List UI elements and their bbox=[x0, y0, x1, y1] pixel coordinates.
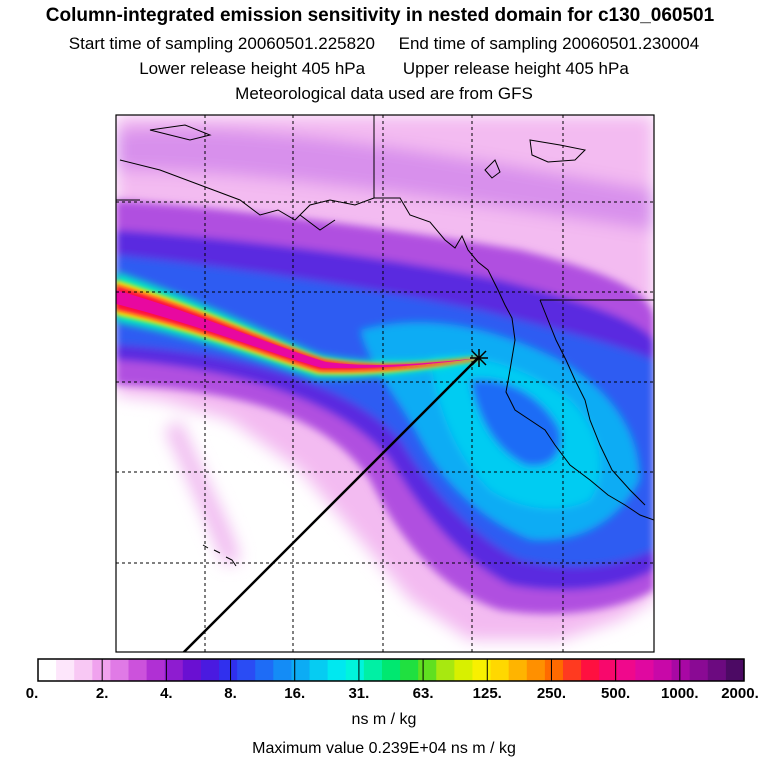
colorbar-segment bbox=[38, 659, 57, 681]
colorbar-segment bbox=[74, 659, 93, 681]
colorbar-tick-label: 0. bbox=[26, 685, 39, 702]
colorbar-segment bbox=[291, 659, 311, 681]
colorbar-segment bbox=[599, 659, 618, 681]
colorbar-segment bbox=[164, 659, 184, 681]
colorbar-segment bbox=[562, 659, 582, 681]
colorbar-segment bbox=[635, 659, 655, 681]
colorbar-segment bbox=[617, 659, 636, 681]
colorbar-segment bbox=[381, 659, 401, 681]
colorbar-segment bbox=[418, 659, 437, 681]
colorbar-segment bbox=[689, 659, 709, 681]
lower-height-label: Lower release height 405 hPa bbox=[139, 59, 366, 78]
met-data-label: Meteorological data used are from GFS bbox=[235, 84, 533, 103]
release-point-star bbox=[470, 349, 488, 367]
colorbar-tick-label: 2000. bbox=[721, 685, 759, 702]
colorbar-tick-label: 31. bbox=[348, 685, 369, 702]
colorbar-tick-label: 500. bbox=[601, 685, 630, 702]
high-sensitivity-region bbox=[360, 321, 640, 541]
colorbar-tick-label: 125. bbox=[473, 685, 502, 702]
colorbar-segment bbox=[671, 659, 691, 681]
colorbar-segment bbox=[128, 659, 148, 681]
colorbar-segment bbox=[219, 659, 238, 681]
colorbar-segment bbox=[146, 659, 166, 681]
end-time-label: End time of sampling 20060501.230004 bbox=[398, 34, 700, 53]
colorbar-segment bbox=[237, 659, 256, 681]
colorbar-segment bbox=[508, 659, 528, 681]
plume-corridor bbox=[116, 272, 480, 379]
colorbar-segment bbox=[544, 659, 564, 681]
colorbar-tick-label: 1000. bbox=[661, 685, 699, 702]
max-value-label: Maximum value 0.239E+04 ns m / kg bbox=[252, 740, 516, 757]
colorbar-segment bbox=[255, 659, 274, 681]
release-height-line: Lower release height 405 hPa Upper relea… bbox=[0, 59, 768, 79]
map-field bbox=[116, 115, 654, 652]
colorbar-segments bbox=[38, 659, 745, 681]
start-time-label: Start time of sampling 20060501.225820 bbox=[68, 34, 376, 53]
colorbar-segment bbox=[725, 659, 745, 681]
colorbar-segment bbox=[472, 659, 492, 681]
colorbar-segment bbox=[273, 659, 293, 681]
sampling-time-line: Start time of sampling 20060501.225820 E… bbox=[0, 34, 768, 54]
colorbar-tick-label: 4. bbox=[160, 685, 173, 702]
colorbar-units: ns m / kg bbox=[351, 711, 417, 728]
colorbar-segment bbox=[182, 659, 202, 681]
flight-track-line bbox=[182, 357, 479, 652]
colorbar-segment bbox=[490, 659, 510, 681]
colorbar-segment bbox=[707, 659, 727, 681]
colorbar-frame bbox=[37, 658, 745, 682]
colorbar-ticks: 0. 2. 4. 8. 16. 31. 63. 125. 250. 500. 1000. 2000. bbox=[26, 659, 759, 702]
colorbar-segment bbox=[454, 659, 474, 681]
colorbar-segment bbox=[92, 659, 112, 681]
colorbar-segment bbox=[200, 659, 220, 681]
colorbar-tick-label: 16. bbox=[284, 685, 305, 702]
colorbar-segment bbox=[436, 659, 455, 681]
colorbar-segment bbox=[581, 659, 600, 681]
colorbar-tick-label: 8. bbox=[224, 685, 237, 702]
map-frame bbox=[115, 114, 655, 653]
colorbar-segment bbox=[327, 659, 347, 681]
colorbar-segment bbox=[653, 659, 673, 681]
colorbar-segment bbox=[56, 659, 75, 681]
colorbar-segment bbox=[400, 659, 419, 681]
colorbar-segment bbox=[309, 659, 329, 681]
colorbar-tick-label: 2. bbox=[96, 685, 109, 702]
colorbar-segment bbox=[363, 659, 383, 681]
colorbar-segment bbox=[110, 659, 130, 681]
colorbar-segment bbox=[345, 659, 365, 681]
colorbar-tick-label: 63. bbox=[413, 685, 434, 702]
upper-height-label: Upper release height 405 hPa bbox=[402, 59, 629, 78]
plot-title: Column-integrated emission sensitivity i… bbox=[45, 5, 715, 26]
colorbar-segment bbox=[526, 659, 546, 681]
colorbar-tick-label: 250. bbox=[537, 685, 566, 702]
